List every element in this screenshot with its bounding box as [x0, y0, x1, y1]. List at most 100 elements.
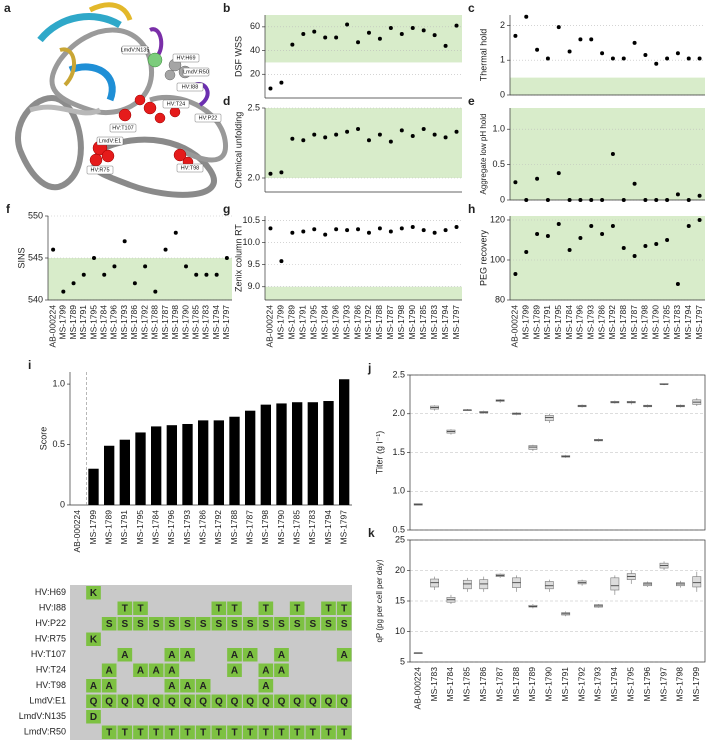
- x-tick-label: MS-1786: [478, 667, 488, 702]
- target-region: [510, 216, 705, 300]
- dot: [279, 259, 284, 264]
- label-box: [182, 67, 210, 77]
- dot: [334, 132, 339, 137]
- panel-label: c: [468, 1, 475, 15]
- mutation-letter: Q: [105, 696, 113, 707]
- x-tick-label: MS-1786: [596, 305, 606, 340]
- dot: [366, 30, 371, 35]
- mutation-letter: T: [216, 603, 222, 614]
- dot: [224, 256, 229, 260]
- row-label: LmdV:N135: [19, 711, 66, 721]
- x-tick-label: MS-1796: [109, 305, 119, 340]
- row-label: HV:I88: [39, 603, 66, 613]
- x-tick-label: MS-1790: [544, 667, 554, 702]
- dot: [665, 198, 670, 202]
- x-tick-label: MS-1796: [642, 667, 652, 702]
- dot: [443, 43, 448, 48]
- panel-label: f: [6, 202, 11, 216]
- mutation-cell: [180, 617, 195, 631]
- x-tick-label: MS-1798: [675, 667, 685, 702]
- dot: [610, 224, 615, 228]
- dot: [545, 198, 550, 202]
- mutation-letter: S: [137, 619, 144, 630]
- x-tick-label: MS-1784: [564, 305, 574, 340]
- x-tick-label: MS-1784: [150, 510, 160, 545]
- dot: [432, 33, 437, 38]
- dot: [323, 135, 328, 140]
- mutation-cell: [117, 617, 133, 631]
- row-label: HV:R75: [35, 634, 66, 644]
- y-tick-label: 9.0: [247, 281, 260, 291]
- dot: [290, 230, 295, 235]
- mutation-cell: [133, 694, 148, 708]
- dot: [334, 35, 339, 40]
- panel-label: d: [223, 94, 230, 108]
- x-tick-label: MS-1795: [553, 305, 563, 340]
- x-tick-label: MS-1790: [276, 510, 286, 545]
- mutation-cell: [274, 694, 289, 708]
- dot: [71, 281, 76, 286]
- x-tick-label: MS-1785: [462, 667, 472, 702]
- mutation-letter: T: [231, 603, 237, 614]
- dot: [524, 250, 529, 254]
- bar: [276, 403, 287, 505]
- mutation-letter: T: [137, 603, 143, 614]
- target-region: [265, 15, 462, 63]
- mutation-cell: [164, 679, 180, 693]
- mutation-letter: T: [294, 727, 300, 738]
- dot: [545, 234, 550, 238]
- residue-label: HV:P22: [199, 115, 218, 121]
- x-tick-label: MS-1797: [221, 305, 231, 340]
- bar: [182, 423, 193, 505]
- mutation-cell: [336, 617, 352, 631]
- dot: [600, 51, 605, 56]
- x-tick-label: MS-1798: [640, 305, 650, 340]
- mutation-letter: S: [294, 619, 301, 630]
- label-box: [109, 123, 137, 133]
- dot: [632, 254, 637, 258]
- mutation-cell: [305, 694, 321, 708]
- panel-label: b: [223, 1, 230, 15]
- y-tick-label: 1.0: [392, 486, 405, 496]
- dot: [345, 228, 350, 233]
- target-region: [265, 108, 462, 178]
- y-tick-label: 0: [500, 194, 505, 204]
- mutation-cell: [86, 694, 101, 708]
- dot: [567, 49, 572, 54]
- mutation-letter: Q: [90, 696, 98, 707]
- mutation-cell: [86, 679, 101, 693]
- mutation-letter: T: [341, 603, 347, 614]
- mutation-cell: [289, 725, 305, 739]
- dot: [356, 40, 361, 45]
- row-label: HV:T98: [36, 680, 66, 690]
- mutation-letter: A: [247, 650, 254, 661]
- x-tick-label: MS-1793: [593, 667, 603, 702]
- dot: [301, 229, 306, 234]
- target-region: [510, 108, 705, 200]
- mutation-letter: T: [153, 727, 159, 738]
- mutation-letter: K: [90, 588, 98, 599]
- mutation-letter: S: [215, 619, 222, 630]
- dot: [621, 56, 626, 61]
- ribbon: [68, 63, 116, 102]
- x-tick-label: MS-1793: [182, 510, 192, 545]
- panel-label: h: [468, 202, 475, 216]
- dot: [112, 264, 117, 269]
- dot: [589, 198, 594, 202]
- mutation-letter: T: [216, 727, 222, 738]
- y-tick-label: 20: [395, 565, 405, 575]
- mutation-letter: T: [137, 727, 143, 738]
- x-tick-label: MS-1789: [103, 510, 113, 545]
- mutation-cell: [258, 617, 274, 631]
- mutation-cell: [227, 648, 242, 662]
- dot: [686, 198, 691, 202]
- dot: [399, 31, 404, 36]
- mutation-cell: [242, 617, 258, 631]
- x-tick-label: MS-1788: [150, 305, 160, 340]
- mutation-letter: T: [263, 727, 269, 738]
- dot: [578, 198, 583, 202]
- dot: [312, 227, 317, 232]
- mutation-letter: S: [325, 619, 332, 630]
- mutation-letter: K: [90, 634, 98, 645]
- y-tick-label: 25: [395, 534, 405, 544]
